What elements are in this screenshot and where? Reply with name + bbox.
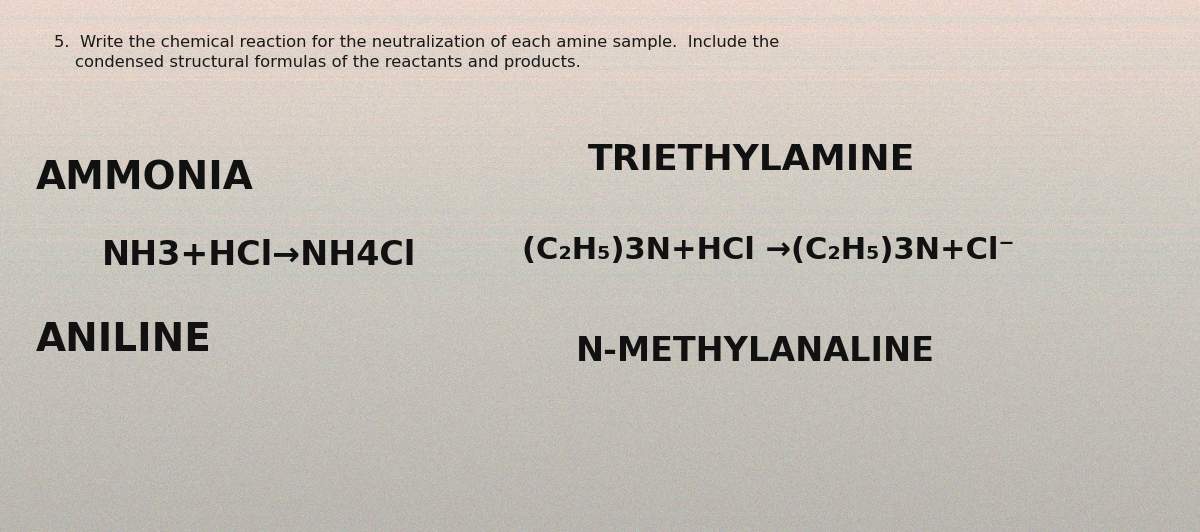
- Text: 5.  Write the chemical reaction for the neutralization of each amine sample.  In: 5. Write the chemical reaction for the n…: [54, 35, 779, 70]
- Text: (C₂H₅)3N+HCl →(C₂H₅)3N+Cl⁻: (C₂H₅)3N+HCl →(C₂H₅)3N+Cl⁻: [522, 236, 1014, 264]
- Text: TRIETHYLAMINE: TRIETHYLAMINE: [588, 143, 916, 177]
- Text: ANILINE: ANILINE: [36, 321, 212, 360]
- Text: NH3+HCl→NH4Cl: NH3+HCl→NH4Cl: [102, 239, 416, 272]
- Text: AMMONIA: AMMONIA: [36, 159, 254, 197]
- Text: N-METHYLANALINE: N-METHYLANALINE: [576, 335, 935, 368]
